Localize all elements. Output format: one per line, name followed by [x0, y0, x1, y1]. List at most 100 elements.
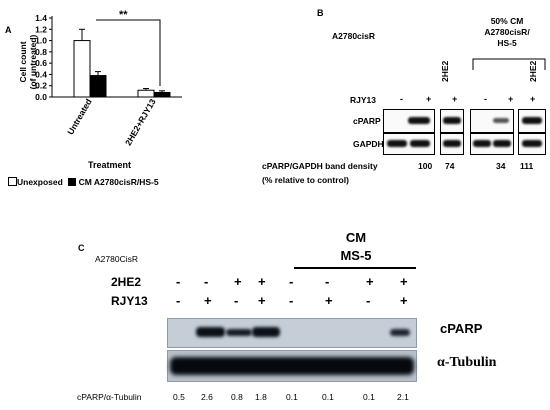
- rjy13-sign: +: [530, 94, 536, 104]
- y-tick-label: 1.4: [35, 13, 47, 23]
- lane-label-2he2-b2: 2HE2: [528, 60, 538, 82]
- band-label-tubulin-c: α-Tubulin: [437, 355, 497, 370]
- significance-bracket: [96, 19, 161, 86]
- row-2he2-sign: -: [325, 274, 330, 289]
- ratio-label: cPARP/α-Tubulin: [77, 392, 142, 402]
- rjy13-label-b: RJY13: [350, 95, 376, 105]
- cm-header-line-1: 50% CM: [490, 16, 524, 26]
- legend: Unexposed CM A2780cisR/HS-5: [8, 177, 159, 187]
- x-tick-label: 2HE2+RJY13: [123, 97, 158, 147]
- rjy13-sign: -: [400, 94, 403, 104]
- rjy13-sign: -: [484, 94, 487, 104]
- panel-c-cell-line: A2780CisR: [95, 254, 138, 264]
- significance-label: **: [119, 9, 128, 21]
- bar-chart: 0.00.2 0.40.60.81.0 1.21.4 Untreated 2HE2+RJ…: [35, 9, 182, 147]
- band-label-cparp-c: cPARP: [440, 321, 483, 336]
- row-rjy13-sign: +: [325, 293, 333, 308]
- band: [196, 327, 225, 337]
- band: [390, 329, 410, 336]
- panel-b-letter: B: [317, 8, 324, 18]
- ratio-value: 2.1: [397, 392, 409, 402]
- density-value: 34: [496, 161, 506, 171]
- row-2he2-sign: -: [176, 274, 181, 289]
- ratio-value: 2.6: [201, 392, 213, 402]
- ratio-value: 1.8: [255, 392, 267, 402]
- bar: [137, 89, 155, 98]
- y-tick-label: 0.4: [35, 69, 47, 79]
- row-rjy13-sign: -: [234, 293, 239, 308]
- density-value: 74: [445, 161, 455, 171]
- blot-gapdh-b4: [518, 133, 546, 155]
- blot-cparp-c: [167, 318, 417, 348]
- legend-label-unexposed: Unexposed: [17, 177, 63, 187]
- panel-a-letter: A: [5, 25, 12, 35]
- legend-label-cm: CM A2780cisR/HS-5: [78, 177, 159, 187]
- ratio-value: 0.1: [286, 392, 298, 402]
- row-2he2-sign: -: [289, 274, 294, 289]
- bar: [153, 91, 171, 98]
- blot-gapdh-b2: [440, 133, 464, 155]
- legend-swatch-cm: [68, 178, 77, 186]
- band: [408, 117, 430, 124]
- band: [473, 140, 491, 147]
- band: [443, 140, 461, 147]
- density-label-1: cPARP/GAPDH band density: [262, 161, 378, 171]
- blot-gapdh-b1: [383, 133, 435, 155]
- blot-cparp-b3: [470, 109, 514, 133]
- y-tick-label: 1.2: [35, 24, 47, 34]
- ratio-value: 0.1: [322, 392, 334, 402]
- panel-b-cell-line: A2780cisR: [332, 31, 376, 41]
- row-label-rjy13: RJY13: [111, 294, 148, 308]
- row-2he2-sign: +: [234, 274, 242, 289]
- band: [226, 329, 252, 336]
- band: [493, 118, 509, 123]
- legend-swatch-unexposed: [8, 177, 17, 186]
- panel-a-xlabel: Treatment: [88, 160, 132, 170]
- cm-header-line-2: A2780cisR/: [484, 27, 530, 37]
- y-tick-label: 0.6: [35, 58, 47, 68]
- band: [522, 140, 542, 147]
- band-label-cparp-b: cPARP: [353, 116, 381, 126]
- y-tick-label: 0.2: [35, 81, 47, 91]
- band-label-gapdh-b: GAPDH: [353, 139, 384, 149]
- ratio-value: 0.1: [363, 392, 375, 402]
- x-tick-label: Untreated: [65, 97, 94, 136]
- row-2he2-sign: +: [366, 274, 374, 289]
- rjy13-sign: +: [508, 94, 514, 104]
- band: [493, 140, 511, 147]
- y-tick-label: 1.0: [35, 36, 47, 46]
- row-2he2-sign: +: [400, 274, 408, 289]
- row-label-2he2: 2HE2: [111, 275, 142, 289]
- panel-c-cm-header: CM MS-5: [316, 229, 396, 265]
- band: [387, 140, 407, 147]
- blot-gapdh-b3: [470, 133, 514, 155]
- band: [410, 140, 430, 147]
- row-rjy13-sign: +: [400, 293, 408, 308]
- row-rjy13-sign: +: [258, 293, 266, 308]
- blot-cparp-b2: [440, 109, 464, 133]
- band: [252, 327, 280, 337]
- blot-tubulin-c: [167, 350, 417, 382]
- row-rjy13-sign: +: [204, 293, 212, 308]
- y-tick-label: 0.8: [35, 47, 47, 57]
- row-rjy13-sign: -: [366, 293, 371, 308]
- cm-underline: [294, 267, 416, 269]
- band: [170, 357, 414, 375]
- bar: [89, 75, 107, 98]
- ratio-value: 0.5: [173, 392, 185, 402]
- rjy13-sign: +: [426, 94, 432, 104]
- cm-header-line-2: MS-5: [340, 248, 372, 263]
- density-value: 100: [418, 161, 433, 171]
- cm-bracket: [472, 58, 546, 70]
- band: [443, 117, 461, 124]
- lane-label-2he2-b1: 2HE2: [440, 60, 450, 82]
- bar: [73, 40, 91, 98]
- cm-header-line-1: CM: [345, 230, 367, 245]
- row-2he2-sign: -: [204, 274, 209, 289]
- band: [522, 117, 542, 124]
- blot-cparp-b1: [383, 109, 435, 133]
- y-tick-label: 0.0: [35, 92, 47, 102]
- row-2he2-sign: +: [258, 274, 266, 289]
- blot-cparp-b4: [518, 109, 546, 133]
- density-label-2: (% relative to control): [262, 175, 349, 185]
